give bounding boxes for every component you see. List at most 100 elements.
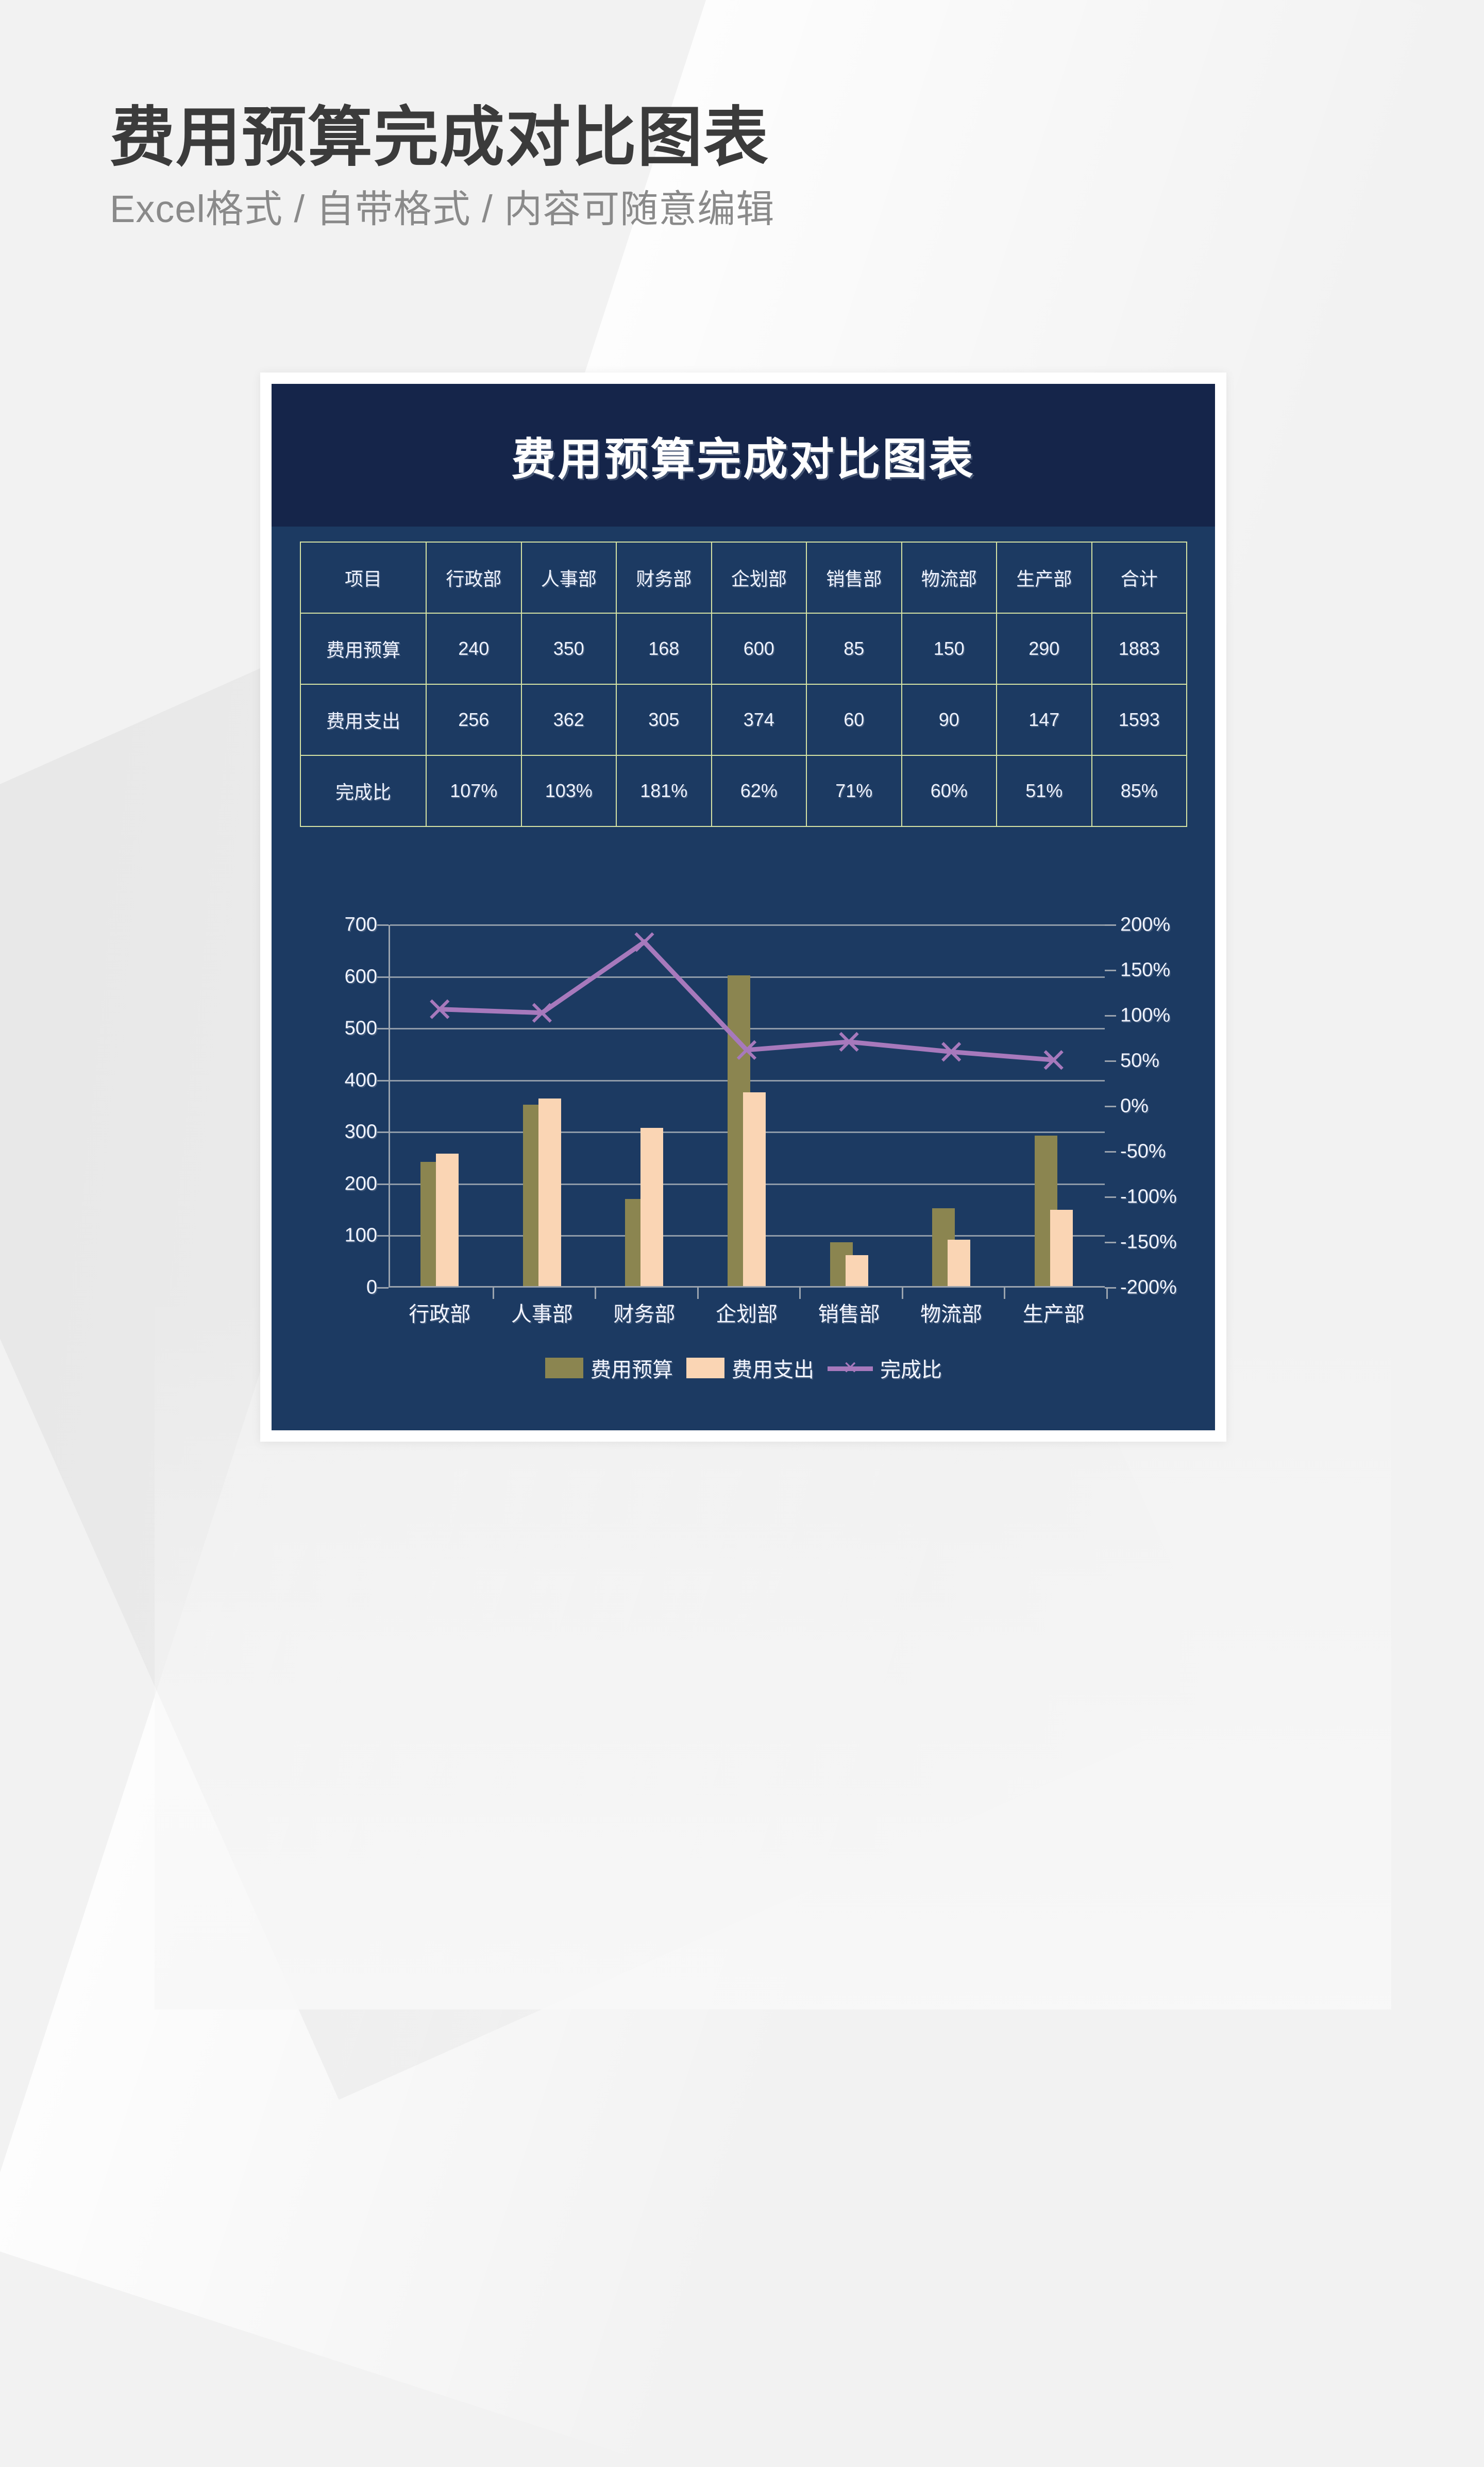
right-axis-label: -150% — [1120, 1231, 1177, 1253]
table-header-cell-4: 企划部 — [711, 542, 807, 614]
right-axis-label: -50% — [1120, 1140, 1166, 1162]
budget-table: 项目 行政部 人事部 财务部 企划部 销售部 物流部 生产部 合计 费用预算 240 350 168 60… — [300, 542, 1187, 827]
legend-label-budget: 费用预算 — [591, 1359, 673, 1381]
left-axis-tick — [377, 1131, 389, 1134]
x-axis-label-4: 销售部 — [818, 1303, 880, 1326]
left-axis-label: 300 — [344, 1121, 377, 1143]
x-axis-tick — [901, 1288, 903, 1299]
x-axis-tick — [1106, 1288, 1108, 1299]
legend-item-spend[interactable]: 费用支出 — [686, 1353, 814, 1383]
legend-swatch-ratio-icon: ✕ — [828, 1358, 873, 1378]
x-axis-tick — [799, 1288, 801, 1299]
spreadsheet-canvas: 费用预算完成对比图表 项目 行政部 人事部 财务部 企划部 销售部 物流部 生产部 合计 费用预算… — [272, 384, 1215, 1430]
x-axis-tick — [1004, 1288, 1006, 1299]
x-axis-label-3: 企划部 — [716, 1303, 778, 1326]
legend-item-ratio[interactable]: ✕ 完成比 — [828, 1353, 942, 1383]
table-cell-r2-c7: 85% — [1091, 755, 1187, 827]
right-axis-tick — [1105, 1106, 1116, 1107]
table-header-cell-3: 财务部 — [616, 542, 712, 614]
table-row-label: 完成比 — [300, 755, 427, 827]
table-cell-r2-c1: 103% — [520, 755, 617, 827]
bar-spend-2 — [640, 1128, 664, 1286]
table-body: 项目 行政部 人事部 财务部 企划部 销售部 物流部 生产部 合计 费用预算 240 350 168 60… — [300, 542, 1187, 827]
left-axis-label: 100 — [344, 1224, 377, 1246]
table-cell-r0-c0: 240 — [426, 613, 522, 685]
table-cell-r2-c6: 51% — [996, 755, 1092, 827]
table-cell-r1-c0: 256 — [426, 684, 522, 756]
table-row-label: 费用支出 — [300, 684, 427, 756]
page-subtitle: Excel格式 / 自带格式 / 内容可随意编辑 — [110, 187, 775, 230]
legend-swatch-spend-icon — [686, 1358, 724, 1378]
right-axis-tick — [1105, 1151, 1116, 1153]
bar-spend-0 — [436, 1153, 459, 1286]
table-header-cell-2: 人事部 — [520, 542, 617, 614]
chart-legend: 费用预算 费用支出 ✕ 完成比 — [300, 1353, 1187, 1383]
legend-label-ratio: 完成比 — [880, 1359, 942, 1381]
x-axis-label-6: 生产部 — [1022, 1303, 1085, 1326]
right-axis-tick — [1105, 1015, 1116, 1017]
left-axis-tick — [377, 1235, 389, 1237]
right-axis-tick — [1105, 1060, 1116, 1062]
table-row-label: 费用预算 — [300, 613, 427, 685]
x-axis-tick — [697, 1288, 699, 1299]
table-cell-r2-c3: 62% — [711, 755, 807, 827]
table-header-cell-6: 物流部 — [901, 542, 997, 614]
page-header: 费用预算完成对比图表 Excel格式 / 自带格式 / 内容可随意编辑 — [110, 98, 1192, 234]
table-cell-r1-c5: 90 — [901, 684, 997, 756]
right-axis-label: -100% — [1120, 1186, 1177, 1208]
table-cell-r1-c6: 147 — [996, 684, 1092, 756]
right-axis-tick — [1105, 1287, 1116, 1289]
table-header-cell-1: 行政部 — [426, 542, 522, 614]
left-axis-label: 0 — [366, 1276, 377, 1298]
table-cell-r2-c0: 107% — [426, 755, 522, 827]
bar-spend-5 — [948, 1239, 971, 1286]
legend-item-budget[interactable]: 费用预算 — [545, 1353, 673, 1383]
x-axis-tick — [595, 1288, 597, 1299]
left-axis-label: 600 — [344, 966, 377, 988]
card-title: 费用预算完成对比图表 — [511, 435, 975, 484]
table-cell-r2-c5: 60% — [901, 755, 997, 827]
x-axis-label-0: 行政部 — [409, 1303, 471, 1326]
template-preview-card: 费用预算完成对比图表 项目 行政部 人事部 财务部 企划部 销售部 物流部 生产部 合计 费用预算… — [260, 373, 1226, 1442]
right-axis-tick — [1105, 924, 1116, 926]
table-header-cell-5: 销售部 — [806, 542, 902, 614]
bar-spend-1 — [538, 1098, 561, 1286]
left-axis-tick — [377, 1079, 389, 1082]
table-cell-r2-c2: 181% — [616, 755, 712, 827]
table-row: 完成比 107% 103% 181% 62% 71% 60% 51% 85% — [300, 755, 1187, 827]
table-cell-r1-c2: 305 — [616, 684, 712, 756]
table-cell-r0-c2: 168 — [616, 613, 712, 685]
table-cell-r0-c3: 600 — [711, 613, 807, 685]
left-axis-tick — [377, 1287, 389, 1289]
right-axis-tick — [1105, 1196, 1116, 1198]
table-header-cell-0: 项目 — [300, 542, 427, 614]
table-cell-r1-c7: 1593 — [1091, 684, 1187, 756]
x-axis-label-2: 财务部 — [613, 1303, 676, 1326]
table-cell-r1-c1: 362 — [520, 684, 617, 756]
right-axis-label: -200% — [1120, 1276, 1177, 1298]
left-axis-tick — [377, 976, 389, 978]
table-cell-r0-c6: 290 — [996, 613, 1092, 685]
table-header-cell-8: 合计 — [1091, 542, 1187, 614]
right-axis-tick — [1105, 970, 1116, 971]
table-cell-r0-c1: 350 — [520, 613, 617, 685]
left-axis-tick — [377, 1183, 389, 1185]
table-cell-r0-c5: 150 — [901, 613, 997, 685]
table-cell-r1-c3: 374 — [711, 684, 807, 756]
data-table-wrapper: 项目 行政部 人事部 财务部 企划部 销售部 物流部 生产部 合计 费用预算 240 350 168 60… — [300, 542, 1187, 827]
right-axis-label: 50% — [1120, 1050, 1160, 1072]
page-title: 费用预算完成对比图表 — [110, 101, 769, 174]
right-axis-label: 150% — [1120, 959, 1171, 981]
right-axis-label: 0% — [1120, 1095, 1149, 1117]
table-cell-r1-c4: 60 — [806, 684, 902, 756]
legend-label-spend: 费用支出 — [732, 1359, 814, 1381]
table-row: 费用预算 240 350 168 600 85 150 290 1883 — [300, 613, 1187, 685]
bar-spend-3 — [743, 1092, 766, 1286]
table-header-row: 项目 行政部 人事部 财务部 企划部 销售部 物流部 生产部 合计 — [300, 542, 1187, 614]
left-axis-tick — [377, 1028, 389, 1030]
bar-spend-6 — [1050, 1210, 1073, 1286]
chart-plot-area — [389, 924, 1108, 1299]
left-axis-label: 700 — [344, 914, 377, 936]
right-axis-label: 200% — [1120, 914, 1171, 936]
left-axis-label: 400 — [344, 1069, 377, 1091]
